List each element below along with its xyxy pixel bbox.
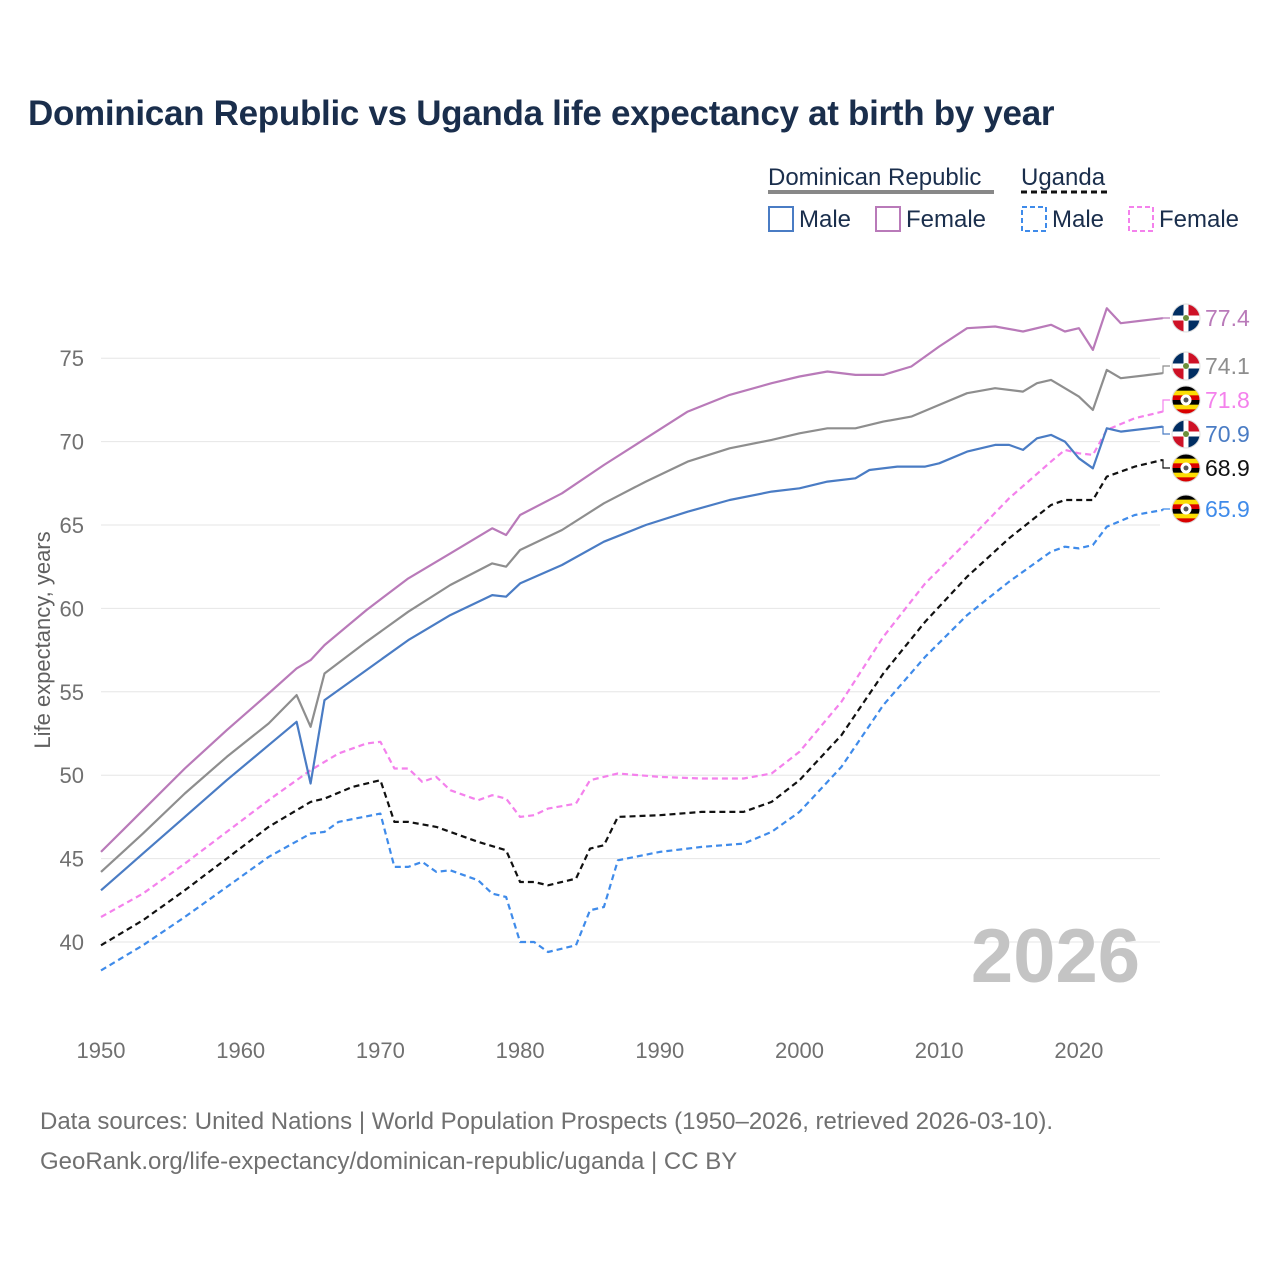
x-tick-label: 2010 [915,1038,964,1063]
y-tick-label: 55 [60,680,84,705]
end-label-ug-total: 68.9 [1205,455,1250,481]
series-line-ug-female [100,410,1163,918]
y-tick-label: 45 [60,847,84,872]
end-label-dr-female: 77.4 [1205,305,1250,331]
series-line-dr-male [100,425,1163,892]
footer-sources: Data sources: United Nations | World Pop… [40,1108,1054,1135]
y-tick-label: 75 [60,346,84,371]
end-label-ug-male: 65.9 [1205,496,1250,522]
end-label-connector [1162,459,1170,469]
x-tick-label: 1960 [216,1038,265,1063]
x-tick-label: 1980 [496,1038,545,1063]
footer-link[interactable]: GeoRank.org/life-expectancy/dominican-re… [40,1148,738,1175]
uganda-flag-icon [1171,385,1201,415]
legend-swatch-dr-male [768,206,794,232]
legend-label-dr-female: Female [906,206,986,233]
y-tick-label: 50 [60,763,84,788]
x-tick-label: 2000 [775,1038,824,1063]
series-line-dr-total [100,368,1163,873]
series-lines [100,307,1163,972]
end-labels: 77.4 74.1 71.8 70.9 68.9 65.9 [1162,303,1250,524]
uganda-flag-icon [1171,453,1201,483]
end-label-connector [1162,426,1170,435]
y-tick-labels: 40 45 50 55 60 65 70 75 [60,346,84,955]
legend: Dominican Republic Uganda Male Female Ma… [768,164,1239,233]
x-tick-label: 1950 [77,1038,126,1063]
x-tick-label: 2020 [1054,1038,1103,1063]
end-label-connector [1162,365,1170,374]
dominican-republic-flag-icon [1171,419,1201,449]
legend-label-ug-female: Female [1159,206,1239,233]
uganda-flag-icon [1171,494,1201,524]
end-label-ug-female: 71.8 [1205,387,1250,413]
legend-swatch-ug-female [1128,206,1154,232]
x-tick-label: 1990 [635,1038,684,1063]
y-tick-label: 70 [60,430,84,455]
x-tick-label: 1970 [356,1038,405,1063]
dominican-republic-flag-icon [1171,303,1201,333]
y-tick-label: 65 [60,513,84,538]
legend-swatch-dr-female [875,206,901,232]
x-tick-labels: 1950 1960 1970 1980 1990 2000 2010 2020 [77,1038,1104,1063]
dominican-republic-flag-icon [1171,351,1201,381]
y-axis-title: Life expectancy, years [30,531,55,748]
legend-label-ug-male: Male [1052,206,1104,233]
series-line-dr-female [100,307,1163,853]
end-label-connector [1162,508,1170,511]
series-line-ug-total [100,458,1163,947]
y-tick-label: 40 [60,930,84,955]
series-line-ug-male [100,508,1163,972]
legend-group-dominican-republic: Dominican Republic [768,164,981,191]
end-label-dr-total: 74.1 [1205,353,1250,379]
legend-label-dr-male: Male [799,206,851,233]
current-year-label: 2026 [971,914,1140,999]
legend-swatch-ug-male [1021,206,1047,232]
end-label-connector [1162,399,1170,413]
legend-group-uganda: Uganda [1021,164,1106,191]
end-label-dr-male: 70.9 [1205,421,1250,447]
y-tick-label: 60 [60,596,84,621]
chart-title: Dominican Republic vs Uganda life expect… [28,94,1055,133]
